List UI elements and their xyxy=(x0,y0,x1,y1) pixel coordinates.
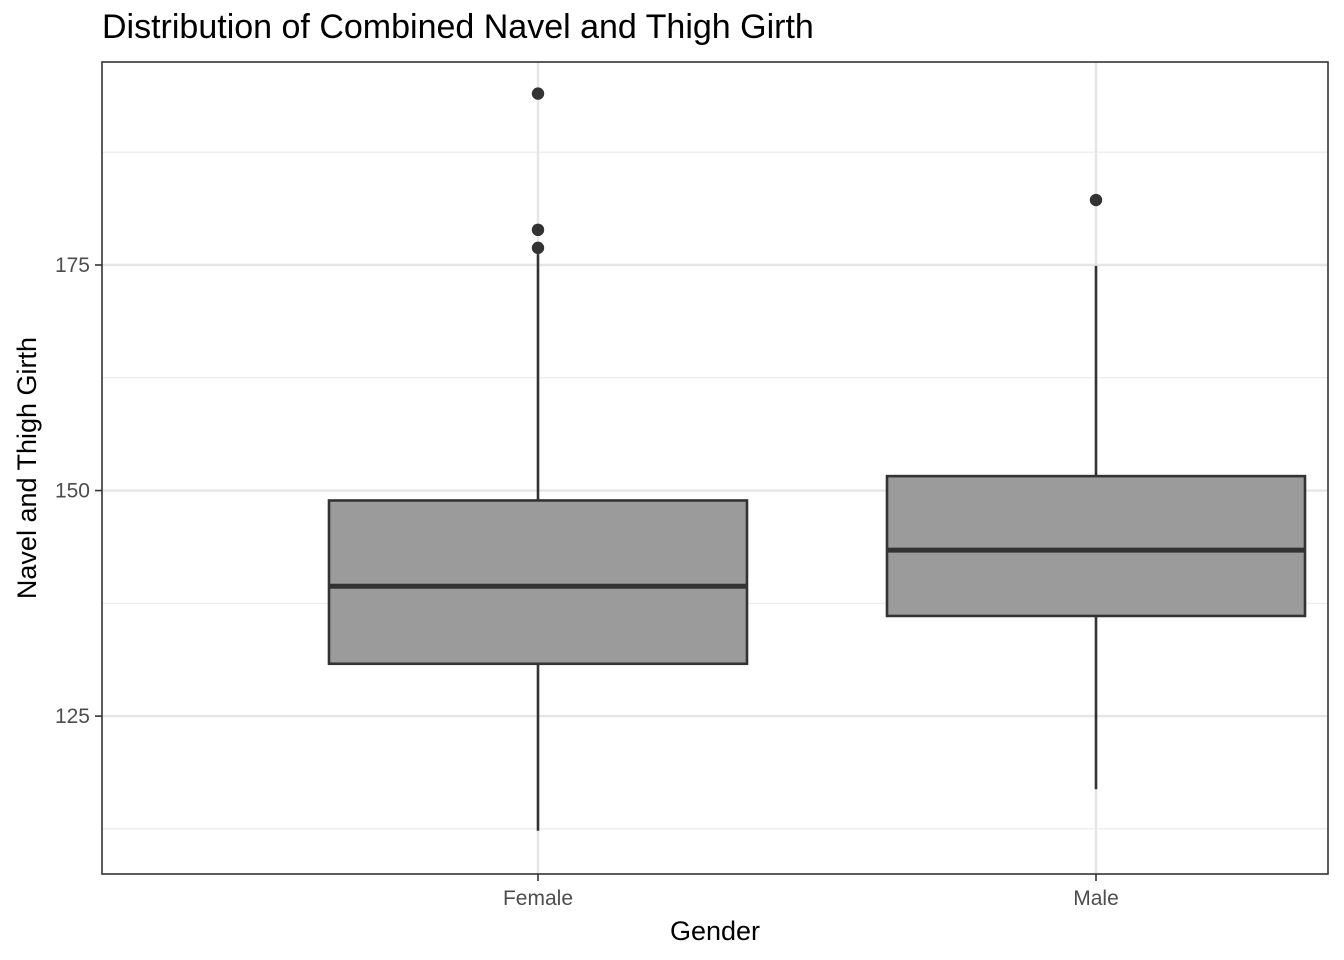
box-female xyxy=(327,87,749,831)
outlier-point xyxy=(1089,193,1103,207)
x-axis-title: Gender xyxy=(670,916,760,946)
y-axis-title: Navel and Thigh Girth xyxy=(12,337,42,599)
y-tick-label: 175 xyxy=(55,254,90,277)
y-tick-label: 150 xyxy=(55,480,90,503)
outlier-point xyxy=(531,223,545,237)
box-iqr xyxy=(885,474,1307,618)
box-iqr xyxy=(327,499,749,666)
x-tick-label: Male xyxy=(1073,887,1119,910)
box-layer xyxy=(327,87,1307,831)
chart-title: Distribution of Combined Navel and Thigh… xyxy=(102,8,814,46)
axis-layer: 125 150 175 Female Male xyxy=(55,254,1119,910)
panel-border xyxy=(101,61,1329,875)
outlier-point xyxy=(531,87,545,100)
outlier-point xyxy=(531,241,545,255)
x-tick-label: Female xyxy=(503,887,573,910)
grid-layer xyxy=(102,62,1328,874)
y-tick-label: 125 xyxy=(55,705,90,728)
box-male xyxy=(885,193,1307,790)
